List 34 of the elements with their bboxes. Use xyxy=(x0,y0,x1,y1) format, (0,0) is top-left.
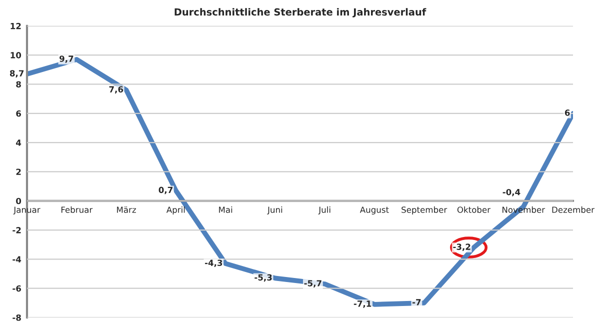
y-tick-label: 6 xyxy=(16,110,21,117)
y-tick-label: 12 xyxy=(10,22,21,30)
x-tick-label: Mai xyxy=(219,206,232,213)
data-label: -7,1 xyxy=(354,300,372,308)
x-tick-label: Juli xyxy=(318,206,330,214)
x-tick-label: September xyxy=(402,206,448,214)
y-tick-label: -6 xyxy=(12,285,21,292)
data-label: -4,3 xyxy=(205,260,222,268)
data-label: 8,7 xyxy=(10,70,24,78)
x-tick-label: Juni xyxy=(267,206,282,214)
data-label: 6 xyxy=(564,110,570,116)
x-tick-label: August xyxy=(360,206,389,214)
x-tick-label: Dezember xyxy=(552,206,594,213)
y-tick-label: -2 xyxy=(12,227,21,234)
x-tick-label: März xyxy=(117,206,136,213)
y-tick-label: 4 xyxy=(16,140,22,146)
y-tick-label: 2 xyxy=(16,168,21,175)
data-label: -0,4 xyxy=(502,188,520,196)
x-tick-label: Februar xyxy=(61,206,93,213)
x-tick-label: April xyxy=(166,206,185,214)
data-label: -5,3 xyxy=(254,274,272,282)
data-label: 0,7 xyxy=(158,186,172,194)
data-label: -7 xyxy=(412,299,421,306)
chart-title: Durchschnittliche Sterberate im Jahresverlauf xyxy=(174,8,426,18)
y-tick-label: 0 xyxy=(16,198,22,204)
x-tick-label: Oktober xyxy=(457,206,491,213)
data-label: 9,7 xyxy=(60,56,74,63)
y-tick-label: -8 xyxy=(12,314,21,321)
data-label: -5,7 xyxy=(304,280,322,288)
data-label: 7,6 xyxy=(109,86,124,94)
y-tick-label: 10 xyxy=(10,52,22,58)
y-tick-label: -4 xyxy=(12,256,22,262)
y-tick-label: 8 xyxy=(16,81,21,88)
x-tick-label: Januar xyxy=(13,206,40,214)
